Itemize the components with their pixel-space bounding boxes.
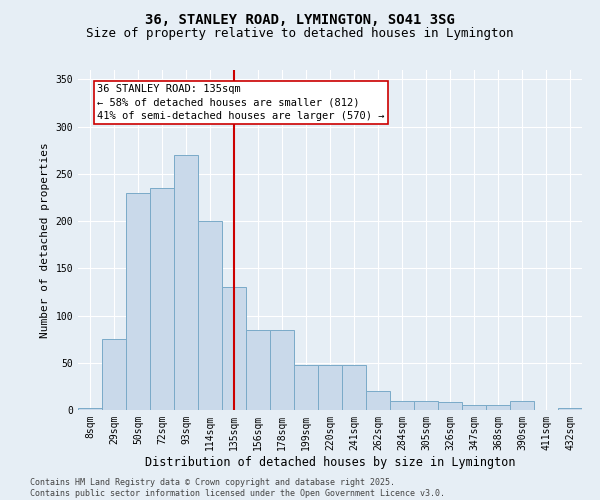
Bar <box>462 406 486 410</box>
Bar <box>246 330 270 410</box>
Bar <box>174 155 198 410</box>
Bar <box>438 402 462 410</box>
Bar <box>390 400 414 410</box>
Bar <box>102 339 126 410</box>
Bar <box>558 408 582 410</box>
Bar <box>414 400 438 410</box>
Bar <box>126 193 150 410</box>
Y-axis label: Number of detached properties: Number of detached properties <box>40 142 50 338</box>
X-axis label: Distribution of detached houses by size in Lymington: Distribution of detached houses by size … <box>145 456 515 468</box>
Bar <box>270 330 294 410</box>
Text: Size of property relative to detached houses in Lymington: Size of property relative to detached ho… <box>86 28 514 40</box>
Bar <box>510 400 534 410</box>
Bar <box>342 364 366 410</box>
Text: 36, STANLEY ROAD, LYMINGTON, SO41 3SG: 36, STANLEY ROAD, LYMINGTON, SO41 3SG <box>145 12 455 26</box>
Bar <box>222 287 246 410</box>
Bar <box>78 408 102 410</box>
Bar <box>150 188 174 410</box>
Bar <box>198 221 222 410</box>
Bar <box>486 406 510 410</box>
Bar <box>318 364 342 410</box>
Bar <box>366 391 390 410</box>
Text: Contains HM Land Registry data © Crown copyright and database right 2025.
Contai: Contains HM Land Registry data © Crown c… <box>30 478 445 498</box>
Text: 36 STANLEY ROAD: 135sqm
← 58% of detached houses are smaller (812)
41% of semi-d: 36 STANLEY ROAD: 135sqm ← 58% of detache… <box>97 84 385 120</box>
Bar <box>294 364 318 410</box>
